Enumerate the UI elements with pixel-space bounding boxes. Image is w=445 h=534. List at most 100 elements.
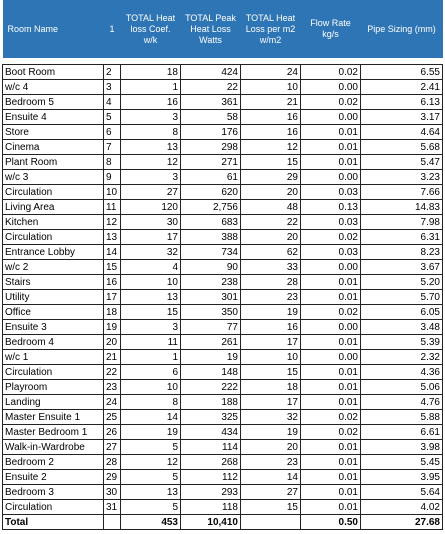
data-row: Landing 24 8 188 17 0.01 4.76 bbox=[2, 394, 443, 410]
data-cell: 114 bbox=[180, 439, 241, 455]
data-cell: 7 bbox=[103, 139, 121, 155]
data-cell: 271 bbox=[180, 154, 241, 170]
data-cell: 0.00 bbox=[300, 319, 361, 335]
data-cell: 2 bbox=[103, 64, 121, 80]
data-cell: 20 bbox=[103, 334, 121, 350]
data-cell: 22 bbox=[180, 79, 241, 95]
data-cell: 3.98 bbox=[360, 439, 443, 455]
data-row: Office 18 15 350 19 0.02 6.05 bbox=[2, 304, 443, 320]
data-cell: 62 bbox=[240, 244, 301, 260]
data-cell: 4 bbox=[120, 259, 181, 275]
data-cell: 14.83 bbox=[360, 199, 443, 215]
header-cell: Flow Rate kg/s bbox=[300, 0, 361, 58]
data-cell: 5.88 bbox=[360, 409, 443, 425]
data-cell: 20 bbox=[240, 439, 301, 455]
data-cell: 21 bbox=[103, 349, 121, 365]
room-name: Plant Room bbox=[2, 154, 104, 170]
data-cell: 118 bbox=[180, 499, 241, 515]
data-row: Utility 17 13 301 23 0.01 5.70 bbox=[2, 289, 443, 305]
data-cell: 325 bbox=[180, 409, 241, 425]
data-cell: 683 bbox=[180, 214, 241, 230]
room-name: Master Bedroom 1 bbox=[2, 424, 104, 440]
data-cell: 19 bbox=[240, 424, 301, 440]
data-row: Ensuite 4 5 3 58 16 0.00 3.17 bbox=[2, 109, 443, 125]
data-cell: 6 bbox=[103, 124, 121, 140]
data-cell: 13 bbox=[120, 484, 181, 500]
data-cell: 25 bbox=[103, 409, 121, 425]
data-cell: 31 bbox=[103, 499, 121, 515]
data-cell: 14 bbox=[120, 409, 181, 425]
data-cell: 3.48 bbox=[360, 319, 443, 335]
room-name: Circulation bbox=[2, 229, 104, 245]
room-name: Walk-in-Wardrobe bbox=[2, 439, 104, 455]
room-name: w/c 3 bbox=[2, 169, 104, 185]
data-row: Bedroom 2 28 12 268 23 0.01 5.45 bbox=[2, 454, 443, 470]
data-row: Bedroom 3 30 13 293 27 0.01 5.64 bbox=[2, 484, 443, 500]
data-cell: 0.02 bbox=[300, 64, 361, 80]
data-row: Circulation 31 5 118 15 0.01 4.02 bbox=[2, 499, 443, 515]
data-cell: 61 bbox=[180, 169, 241, 185]
data-cell: 28 bbox=[103, 454, 121, 470]
data-cell: 8 bbox=[103, 154, 121, 170]
data-cell: 23 bbox=[103, 379, 121, 395]
header-cell: TOTAL Heat loss Coef. w/k bbox=[120, 0, 181, 58]
data-row: Kitchen 12 30 683 22 0.03 7.98 bbox=[2, 214, 443, 230]
data-cell: 424 bbox=[180, 64, 241, 80]
data-cell: 8 bbox=[120, 124, 181, 140]
data-cell: 0.01 bbox=[300, 364, 361, 380]
data-cell: 17 bbox=[103, 289, 121, 305]
data-cell: 90 bbox=[180, 259, 241, 275]
data-cell: 16 bbox=[103, 274, 121, 290]
data-cell: 16 bbox=[120, 94, 181, 110]
data-cell: 58 bbox=[180, 109, 241, 125]
data-cell: 4.02 bbox=[360, 499, 443, 515]
data-cell: 238 bbox=[180, 274, 241, 290]
data-row: w/c 1 21 1 19 10 0.00 2.32 bbox=[2, 349, 443, 365]
empty-cell bbox=[240, 514, 301, 530]
data-row: Boot Room 2 18 424 24 0.02 6.55 bbox=[2, 64, 443, 80]
room-name: Ensuite 4 bbox=[2, 109, 104, 125]
data-cell: 16 bbox=[240, 319, 301, 335]
data-cell: 8.23 bbox=[360, 244, 443, 260]
data-cell: 9 bbox=[103, 169, 121, 185]
total-row: Total 453 10,410 0.50 27.68 bbox=[2, 514, 443, 530]
total-cell: 0.50 bbox=[300, 514, 361, 530]
data-cell: 12 bbox=[240, 139, 301, 155]
data-cell: 176 bbox=[180, 124, 241, 140]
data-cell: 0.02 bbox=[300, 424, 361, 440]
data-cell: 2,756 bbox=[180, 199, 241, 215]
data-cell: 28 bbox=[240, 274, 301, 290]
data-cell: 3.17 bbox=[360, 109, 443, 125]
data-cell: 0.01 bbox=[300, 274, 361, 290]
data-cell: 6.13 bbox=[360, 94, 443, 110]
data-cell: 12 bbox=[120, 154, 181, 170]
data-cell: 16 bbox=[240, 109, 301, 125]
data-cell: 0.01 bbox=[300, 289, 361, 305]
data-cell: 5 bbox=[120, 439, 181, 455]
data-cell: 734 bbox=[180, 244, 241, 260]
data-row: w/c 2 15 4 90 33 0.00 3.67 bbox=[2, 259, 443, 275]
data-row: Walk-in-Wardrobe 27 5 114 20 0.01 3.98 bbox=[2, 439, 443, 455]
data-cell: 13 bbox=[120, 289, 181, 305]
header-cell: Room Name bbox=[2, 0, 104, 58]
data-cell: 15 bbox=[240, 364, 301, 380]
data-cell: 3 bbox=[120, 109, 181, 125]
room-name: Circulation bbox=[2, 184, 104, 200]
data-cell: 5 bbox=[120, 469, 181, 485]
data-cell: 0.02 bbox=[300, 229, 361, 245]
data-cell: 24 bbox=[103, 394, 121, 410]
data-cell: 27 bbox=[240, 484, 301, 500]
room-name: Stairs bbox=[2, 274, 104, 290]
data-cell: 2.41 bbox=[360, 79, 443, 95]
total-label: Total bbox=[2, 514, 104, 530]
data-cell: 0.01 bbox=[300, 394, 361, 410]
data-cell: 0.01 bbox=[300, 499, 361, 515]
data-cell: 26 bbox=[103, 424, 121, 440]
data-cell: 23 bbox=[240, 454, 301, 470]
data-cell: 13 bbox=[103, 229, 121, 245]
data-cell: 0.01 bbox=[300, 484, 361, 500]
data-cell: 22 bbox=[240, 214, 301, 230]
data-cell: 14 bbox=[240, 469, 301, 485]
data-cell: 3 bbox=[103, 79, 121, 95]
